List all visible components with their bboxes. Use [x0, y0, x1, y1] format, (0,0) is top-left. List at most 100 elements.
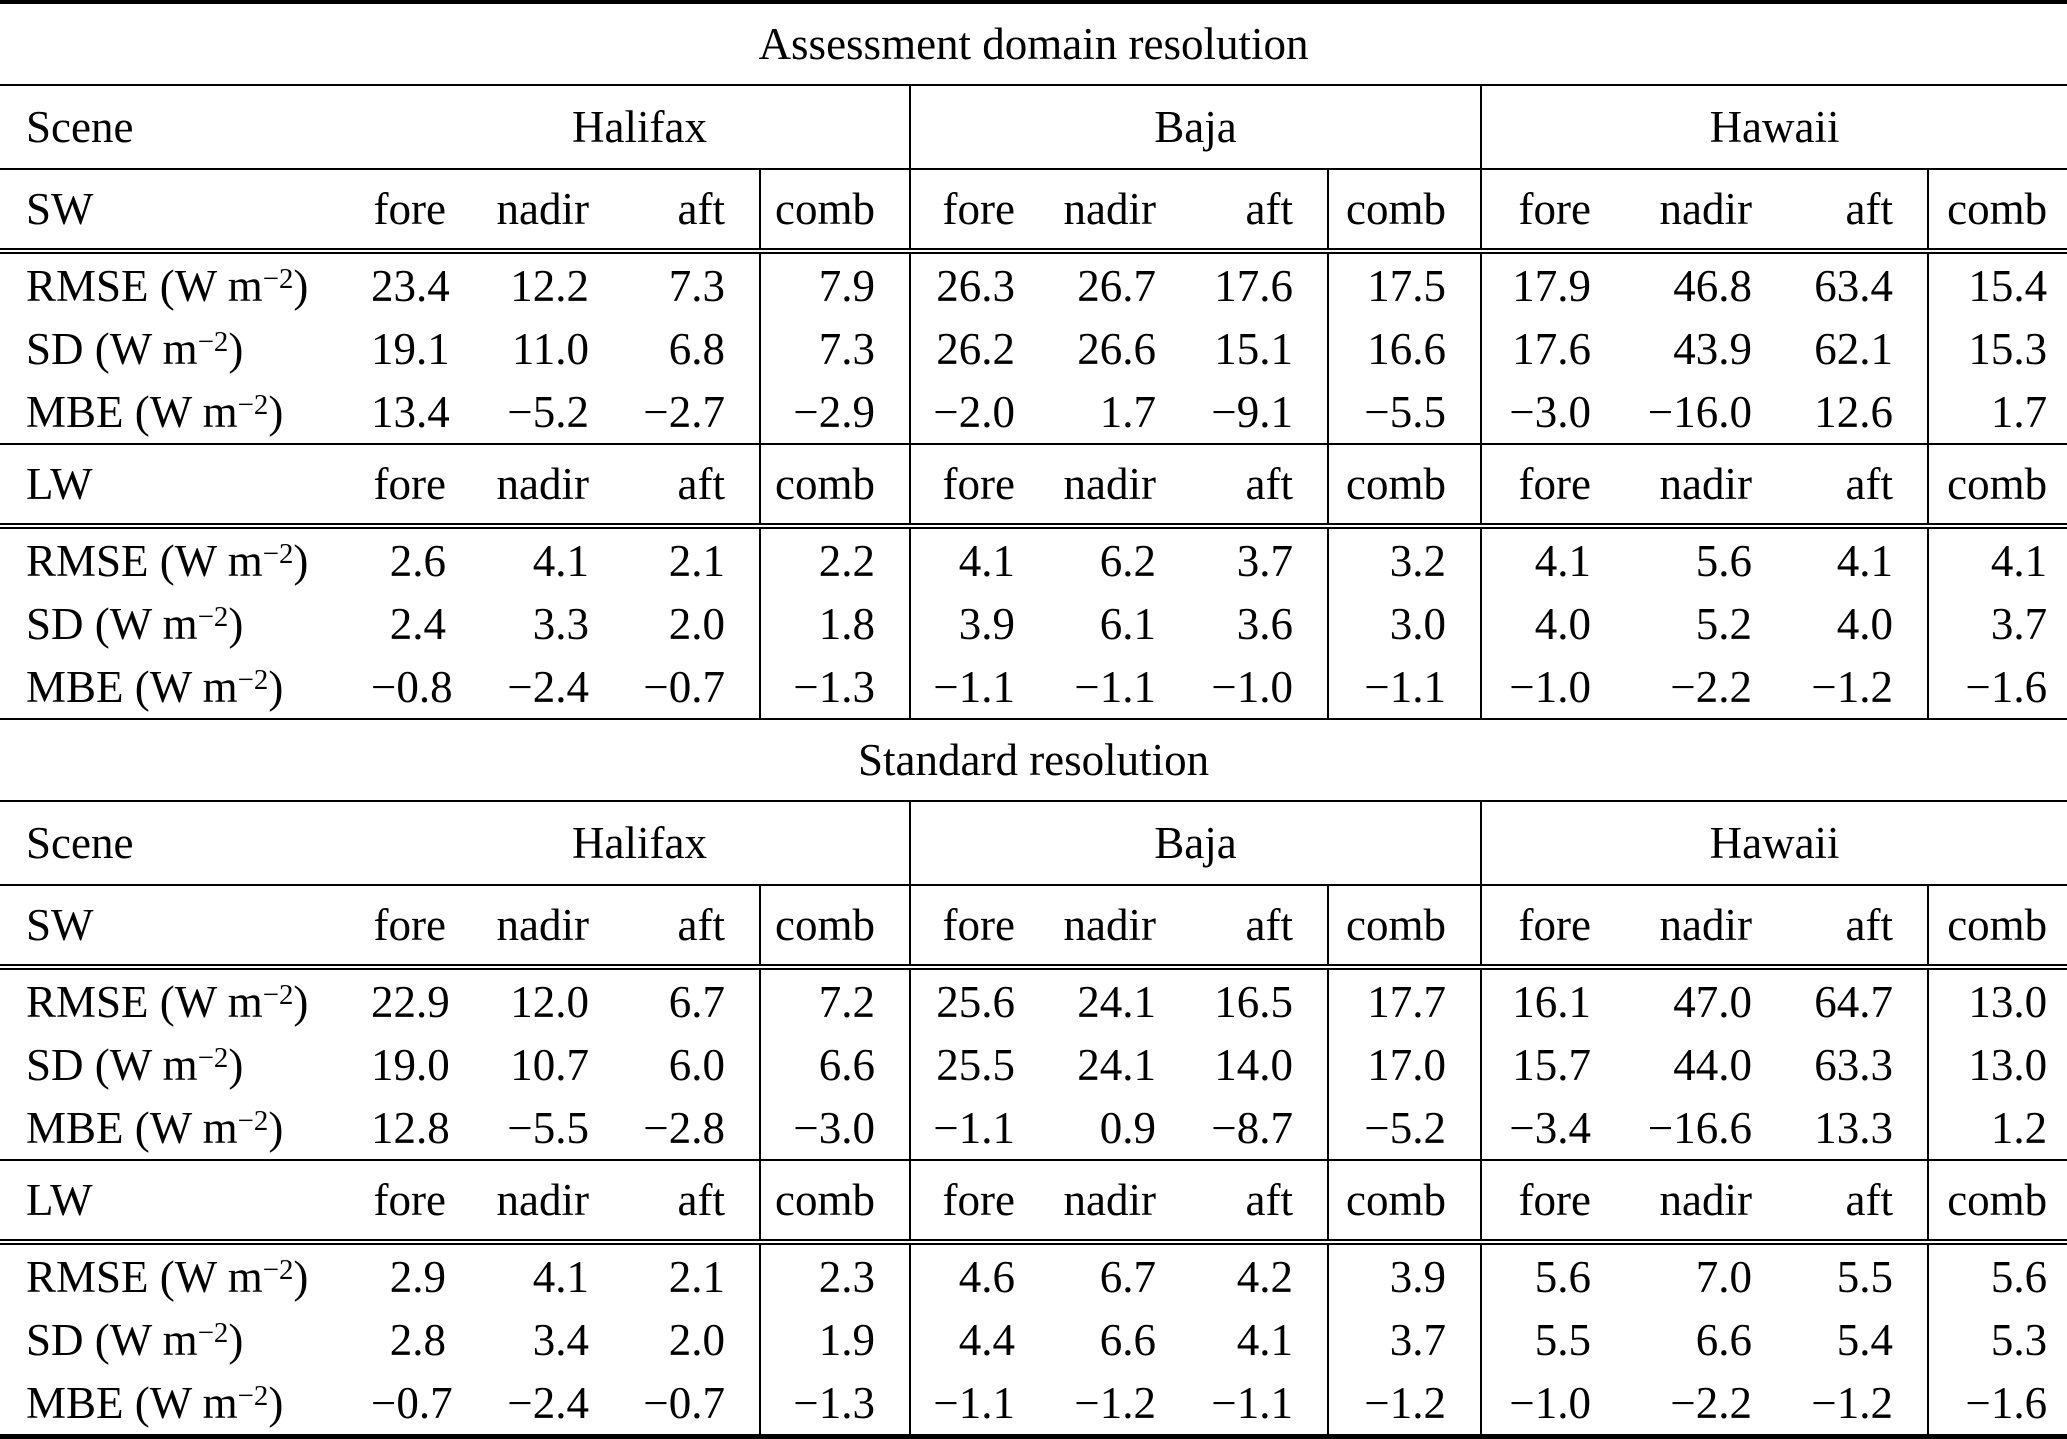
- subcol-header: nadir: [480, 169, 623, 254]
- metric-unit-close: ): [293, 535, 309, 586]
- value-cell: −2.2: [1625, 1371, 1786, 1438]
- value-cell: 2.2: [759, 526, 910, 592]
- value-cell: 5.6: [1926, 1242, 2067, 1308]
- metric-unit-open: (W m: [148, 1251, 263, 1302]
- value-cell: 24.1: [1077, 1039, 1156, 1090]
- subcol-header: fore: [370, 1160, 480, 1245]
- value-cell: −16.6: [1625, 1096, 1786, 1161]
- value-cell: −2.0: [909, 380, 1049, 445]
- value-cell: 7.0: [1695, 1251, 1752, 1302]
- value-cell: 25.6: [909, 967, 1049, 1033]
- value-cell: 64.7: [1814, 976, 1893, 1027]
- subcol-header: aft: [1786, 1160, 1928, 1245]
- subcol-header: nadir: [1625, 444, 1786, 529]
- metric-name: SD: [26, 1039, 84, 1090]
- metric-unit-exponent: −2: [262, 1253, 294, 1286]
- value-cell: 4.4: [909, 1308, 1049, 1371]
- subcol-header: nadir: [480, 444, 623, 529]
- subcol-header: aft: [1190, 444, 1328, 529]
- scene-group-baja: Baja: [909, 801, 1481, 886]
- metric-row: SD (W m−2) 19.0 10.7 6.0 6.6 25.5 24.1 14.0 17.0…: [0, 1033, 2067, 1096]
- value-cell: 7.9: [759, 251, 910, 317]
- metric-unit-exponent: −2: [237, 663, 269, 696]
- value-cell: 12.8: [370, 1096, 480, 1161]
- scene-group-hawaii: Hawaii: [1479, 801, 2067, 886]
- value-cell: 2.9: [389, 1251, 446, 1302]
- value-cell: 3.9: [909, 592, 1049, 655]
- subcol-header: comb: [1327, 169, 1481, 254]
- value-cell: −5.2: [1327, 1096, 1481, 1161]
- subcol-header: fore: [370, 885, 480, 970]
- value-cell: 23.4: [371, 260, 450, 311]
- value-cell: −1.1: [909, 655, 1049, 720]
- subcol-header: aft: [1786, 444, 1928, 529]
- value-cell: −2.2: [1625, 655, 1786, 720]
- metric-label: RMSE (W m−2): [0, 1242, 370, 1308]
- metric-label: RMSE (W m−2): [0, 967, 370, 1033]
- metric-name: SD: [26, 323, 84, 374]
- subcol-header: nadir: [1049, 169, 1190, 254]
- value-cell: 17.6: [1214, 260, 1293, 311]
- section-title: Standard resolution: [0, 720, 2067, 802]
- subcol-header: fore: [1480, 169, 1625, 254]
- band-label-sw: SW: [0, 885, 370, 970]
- value-cell: −1.3: [759, 655, 910, 720]
- value-cell: 6.8: [668, 323, 725, 374]
- value-cell: −2.8: [623, 1096, 760, 1161]
- value-cell: 3.6: [1236, 598, 1293, 649]
- value-cell: −1.1: [909, 1096, 1049, 1161]
- metric-row: MBE (W m−2) −0.8 −2.4 −0.7 −1.3 −1.1 −1.1 −1.0−…: [0, 655, 2067, 720]
- value-cell: 1.8: [759, 592, 910, 655]
- value-cell: 6.2: [1099, 535, 1156, 586]
- value-cell: −1.2: [1786, 655, 1928, 720]
- metric-label: SD (W m−2): [0, 592, 370, 655]
- value-cell: −0.7: [623, 1371, 760, 1438]
- scene-row: Scene Halifax Baja Hawaii: [0, 85, 2067, 170]
- band-header-row: LW fore nadir aft comb fore nadir aft comb fore na…: [0, 444, 2067, 529]
- value-cell: 0.9: [1049, 1096, 1190, 1161]
- metric-name: RMSE: [26, 260, 149, 311]
- metric-label: SD (W m−2): [0, 1308, 370, 1371]
- subcol-header: fore: [370, 169, 480, 254]
- metric-unit-exponent: −2: [197, 325, 229, 358]
- metric-unit-close: ): [268, 661, 284, 712]
- value-cell: −3.0: [1480, 380, 1625, 445]
- subcol-header: fore: [909, 1160, 1049, 1245]
- value-cell: 2.6: [389, 535, 446, 586]
- value-cell: −0.7: [623, 655, 760, 720]
- metric-label: MBE (W m−2): [0, 1371, 370, 1438]
- value-cell: 6.6: [1099, 1314, 1156, 1365]
- value-cell: −1.1: [1049, 655, 1190, 720]
- value-cell: 44.0: [1673, 1039, 1752, 1090]
- metric-name: SD: [26, 1314, 84, 1365]
- value-cell: 15.3: [1926, 317, 2067, 380]
- subcol-header: aft: [1190, 885, 1328, 970]
- subcol-header: nadir: [480, 1160, 623, 1245]
- value-cell: 16.5: [1214, 976, 1293, 1027]
- metric-unit-open: (W m: [123, 1377, 238, 1428]
- value-cell: −0.7: [370, 1371, 480, 1438]
- value-cell: −1.1: [1190, 1371, 1328, 1438]
- value-cell: 4.6: [909, 1242, 1049, 1308]
- value-cell: 5.5: [1480, 1308, 1625, 1371]
- subcol-header: nadir: [1049, 1160, 1190, 1245]
- metric-label: MBE (W m−2): [0, 380, 370, 445]
- value-cell: −1.6: [1926, 655, 2067, 720]
- value-cell: 26.3: [909, 251, 1049, 317]
- value-cell: 1.7: [1926, 380, 2067, 445]
- subcol-header: fore: [1480, 1160, 1625, 1245]
- metric-label: MBE (W m−2): [0, 1096, 370, 1161]
- value-cell: 2.0: [668, 1314, 725, 1365]
- metric-unit-exponent: −2: [262, 262, 294, 295]
- subcol-header: fore: [909, 169, 1049, 254]
- metric-unit-exponent: −2: [237, 1104, 269, 1137]
- metric-unit-close: ): [268, 1102, 284, 1153]
- metric-unit-open: (W m: [123, 386, 238, 437]
- value-cell: 4.2: [1236, 1251, 1293, 1302]
- metric-unit-open: (W m: [148, 260, 263, 311]
- subcol-header: fore: [370, 444, 480, 529]
- subcol-header: comb: [1327, 885, 1481, 970]
- scene-group-hawaii: Hawaii: [1479, 85, 2067, 170]
- metric-unit-exponent: −2: [262, 537, 294, 570]
- value-cell: −5.5: [480, 1096, 623, 1161]
